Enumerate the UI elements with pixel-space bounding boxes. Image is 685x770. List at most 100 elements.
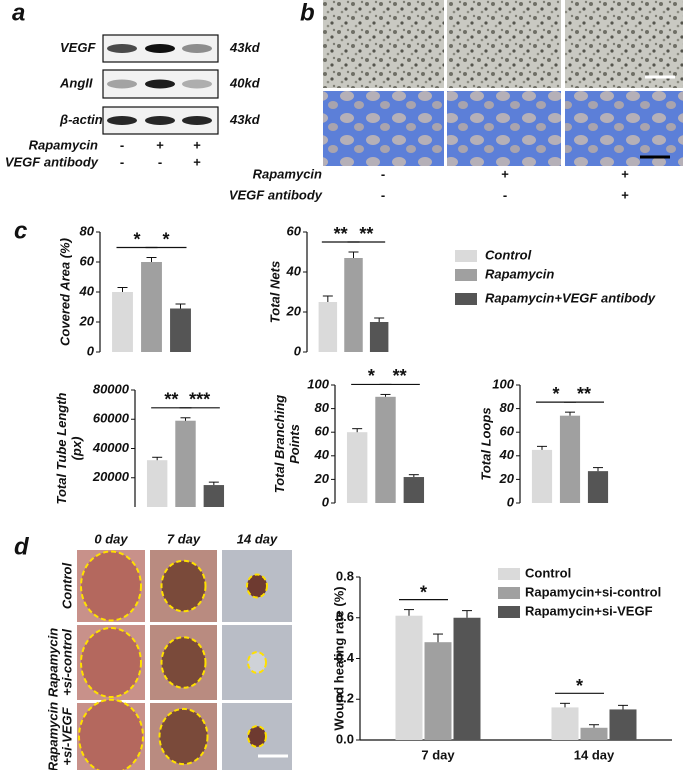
blot-band (107, 44, 137, 53)
y-tick-label: 0 (322, 494, 330, 509)
micrograph (323, 91, 444, 166)
y-axis-label: Total Nets (267, 261, 282, 323)
legend-swatch (498, 587, 520, 599)
y-tick-label: 80 (80, 223, 95, 238)
legend-swatch (498, 606, 520, 618)
significance-label: *** (189, 390, 210, 410)
wound-area (158, 707, 209, 766)
significance-label: ** (334, 224, 348, 244)
treatment-sign: + (193, 154, 201, 169)
treatment-sign: - (381, 187, 385, 202)
blot-band (107, 79, 137, 89)
bar (369, 322, 389, 352)
y-tick-label: 40000 (92, 440, 130, 455)
bar (453, 617, 481, 740)
significance-label: * (162, 229, 169, 249)
y-tick-label: 40 (79, 283, 95, 298)
column-header: 0 day (94, 531, 128, 546)
legend-label: Rapamycin+VEGF antibody (485, 290, 656, 305)
y-tick-label: 0.0 (336, 731, 354, 746)
y-tick-label: 0.4 (336, 650, 355, 665)
treatment-sign: + (193, 137, 201, 152)
wound-area (80, 627, 142, 698)
significance-label: ** (359, 224, 373, 244)
y-tick-label: 100 (492, 376, 514, 391)
y-axis-label: Total Branching (272, 395, 287, 494)
significance-label: * (420, 582, 427, 602)
panel-label: c (14, 217, 27, 244)
y-tick-label: 60 (80, 253, 95, 268)
treatment-name: Rapamycin (253, 166, 322, 181)
row-label: Rapamycin (45, 628, 60, 697)
bar (395, 615, 423, 740)
bar (141, 262, 162, 352)
blot-name: VEGF (60, 40, 96, 55)
column-header: 7 day (167, 531, 201, 546)
bar (175, 420, 196, 507)
panel-label: a (12, 0, 25, 26)
blot-band (145, 44, 175, 53)
treatment-name: VEGF antibody (5, 154, 99, 169)
micrograph (447, 0, 561, 88)
micrograph (323, 0, 444, 88)
bar (403, 477, 425, 503)
wound-area (246, 573, 268, 599)
bar (112, 292, 133, 352)
bar (170, 308, 191, 352)
y-tick-label: 20 (499, 471, 515, 486)
micrograph (565, 0, 683, 88)
significance-label: ** (577, 384, 591, 404)
bar (346, 432, 368, 503)
legend-label: Rapamycin (485, 266, 554, 281)
y-axis-label: Wound healing rate (%) (331, 586, 346, 730)
wound-area (160, 636, 207, 689)
y-tick-label: 60 (287, 223, 302, 238)
blot-size: 43kd (229, 40, 261, 55)
y-tick-label: 40 (286, 263, 302, 278)
y-tick-label: 0 (507, 494, 515, 509)
legend-label: Control (485, 247, 532, 262)
blot-size: 43kd (229, 112, 261, 127)
wound-area (247, 725, 267, 748)
blot-name: AngII (59, 75, 93, 90)
wound-area (78, 698, 144, 770)
y-tick-label: 20000 (92, 469, 130, 484)
y-tick-label: 100 (307, 376, 329, 391)
bar (344, 258, 363, 352)
significance-label: * (576, 676, 583, 696)
blot-band (145, 79, 175, 89)
legend-swatch (498, 568, 520, 580)
bar (375, 396, 396, 503)
y-tick-label: 20 (314, 471, 330, 486)
x-tick-label: 7 day (421, 747, 455, 762)
y-tick-label: 80 (500, 400, 515, 415)
bar (318, 302, 338, 352)
treatment-sign: - (381, 166, 385, 181)
y-tick-label: 80000 (93, 381, 130, 396)
legend-swatch (455, 293, 477, 305)
treatment-sign: - (120, 137, 124, 152)
y-axis-label: Points (287, 424, 302, 464)
micrograph (565, 91, 683, 166)
y-tick-label: 0 (294, 343, 302, 358)
y-tick-label: 80 (315, 400, 330, 415)
treatment-sign: + (621, 187, 629, 202)
blot-name: β-actin (59, 112, 103, 127)
row-label: Rapamycin (45, 702, 60, 770)
legend-label: Control (525, 565, 571, 580)
y-tick-label: 60000 (93, 411, 130, 426)
bar (146, 460, 168, 507)
treatment-sign: + (156, 137, 164, 152)
bar (580, 727, 608, 740)
wound-area (247, 651, 267, 674)
treatment-sign: - (503, 187, 507, 202)
row-label: +si-VEGF (59, 706, 74, 765)
treatment-sign: - (158, 154, 162, 169)
legend-label: Rapamycin+si-control (525, 584, 661, 599)
wound-area (80, 550, 142, 622)
treatment-name: Rapamycin (29, 137, 98, 152)
y-tick-label: 0.8 (336, 568, 354, 583)
wound-area (160, 559, 207, 613)
bar (424, 642, 452, 740)
blot-band (107, 116, 137, 125)
